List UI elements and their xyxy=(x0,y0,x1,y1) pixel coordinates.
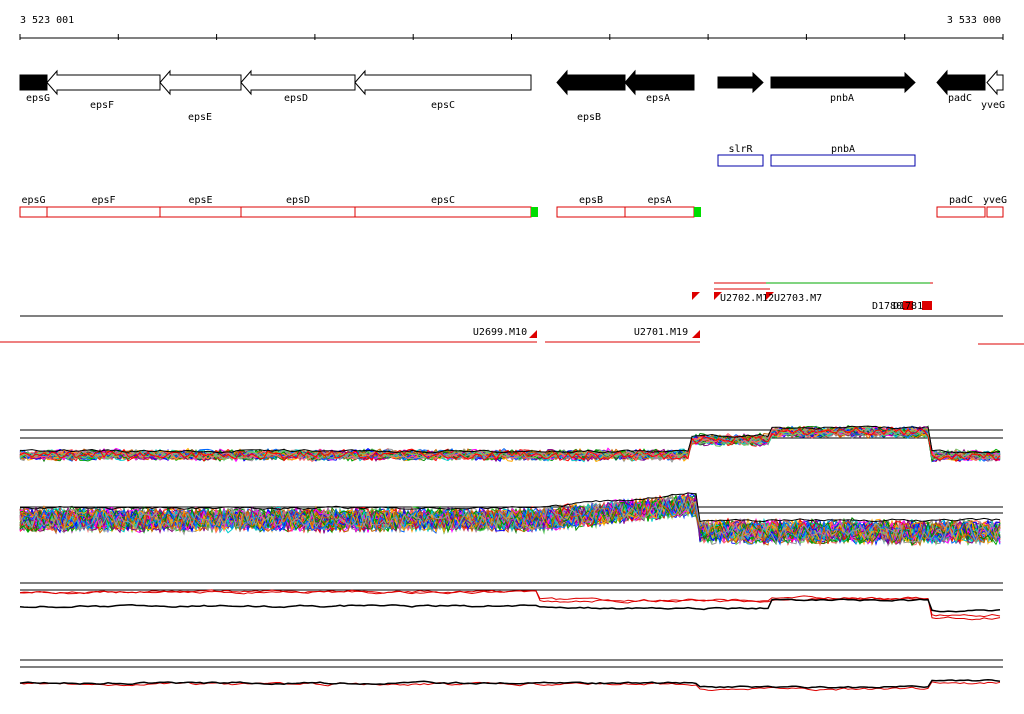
expression-trace xyxy=(19,492,1001,545)
gene-label: epsF xyxy=(90,100,114,111)
gene-box xyxy=(717,154,764,167)
gene-label: padC xyxy=(948,93,972,104)
expression-trace xyxy=(19,589,1001,618)
gene-label: yveG xyxy=(981,100,1005,111)
gene-box xyxy=(624,206,695,218)
gene-label: epsB xyxy=(579,195,603,206)
gene-label: epsE xyxy=(188,195,212,206)
utr-box xyxy=(694,207,701,217)
gene-arrow xyxy=(717,71,764,94)
tss-marker xyxy=(692,330,700,338)
tss-marker xyxy=(766,292,774,300)
gene-label: slrR xyxy=(728,144,753,155)
expression-trace xyxy=(19,425,1001,454)
gene-label: epsB xyxy=(577,112,601,123)
expression-trace xyxy=(19,496,1001,544)
transcript-label: U2702.M12 xyxy=(720,293,774,304)
gene-box xyxy=(159,206,242,218)
gene-arrow xyxy=(770,71,916,94)
expression-trace xyxy=(19,426,1001,461)
ruler-start: 3 523 001 xyxy=(20,15,74,26)
expression-trace xyxy=(19,589,1001,621)
utr-box xyxy=(531,207,538,217)
transcript-label: U2703.M7 xyxy=(774,293,822,304)
tss-marker xyxy=(529,330,537,338)
gene-label: epsC xyxy=(431,100,455,111)
gene-label: epsA xyxy=(647,195,671,206)
expression-trace xyxy=(19,678,1001,689)
gene-box xyxy=(936,206,986,218)
tss-marker xyxy=(922,301,932,310)
gene-label: pnbA xyxy=(831,144,855,155)
gene-box xyxy=(556,206,626,218)
transcript-label: U2701.M19 xyxy=(634,327,688,338)
gene-arrow xyxy=(624,69,695,96)
gene-label: yveG xyxy=(983,195,1007,206)
tss-marker xyxy=(692,292,700,300)
expression-trace xyxy=(19,598,1001,613)
gene-box xyxy=(986,206,1004,218)
gene-box xyxy=(19,206,48,218)
gene-arrow xyxy=(240,69,356,96)
gene-arrow xyxy=(936,69,986,96)
gene-label: epsG xyxy=(26,93,50,104)
gene-arrow xyxy=(159,69,242,96)
expression-trace xyxy=(19,426,1001,461)
gene-label: epsD xyxy=(284,93,308,104)
gene-label: epsE xyxy=(188,112,212,123)
gene-box xyxy=(354,206,532,218)
gene-arrow xyxy=(46,69,161,96)
tss-marker xyxy=(714,292,722,300)
transcript-label: D1780 xyxy=(872,301,902,312)
gene-arrow xyxy=(986,69,1004,96)
gene-label: pnbA xyxy=(830,93,854,104)
ruler-end: 3 533 000 xyxy=(947,15,1001,26)
gene-box xyxy=(770,154,916,167)
expression-trace xyxy=(19,426,1001,462)
tss-marker xyxy=(903,301,913,310)
gene-label: epsF xyxy=(91,195,115,206)
gene-box xyxy=(46,206,161,218)
gene-label: epsG xyxy=(21,195,45,206)
gene-label: epsC xyxy=(431,195,455,206)
gene-label: epsA xyxy=(646,93,670,104)
gene-arrow xyxy=(556,69,626,96)
transcript-label: U2699.M10 xyxy=(473,327,527,338)
gene-box xyxy=(240,206,356,218)
transcript-label: D1781 xyxy=(893,301,923,312)
gene-label: epsD xyxy=(286,195,310,206)
gene-label: padC xyxy=(949,195,973,206)
expression-trace xyxy=(19,492,1001,523)
expression-trace xyxy=(19,493,1001,545)
gene-label: slrR xyxy=(728,80,753,91)
gene-arrow xyxy=(19,74,48,91)
gene-arrow xyxy=(354,69,532,96)
